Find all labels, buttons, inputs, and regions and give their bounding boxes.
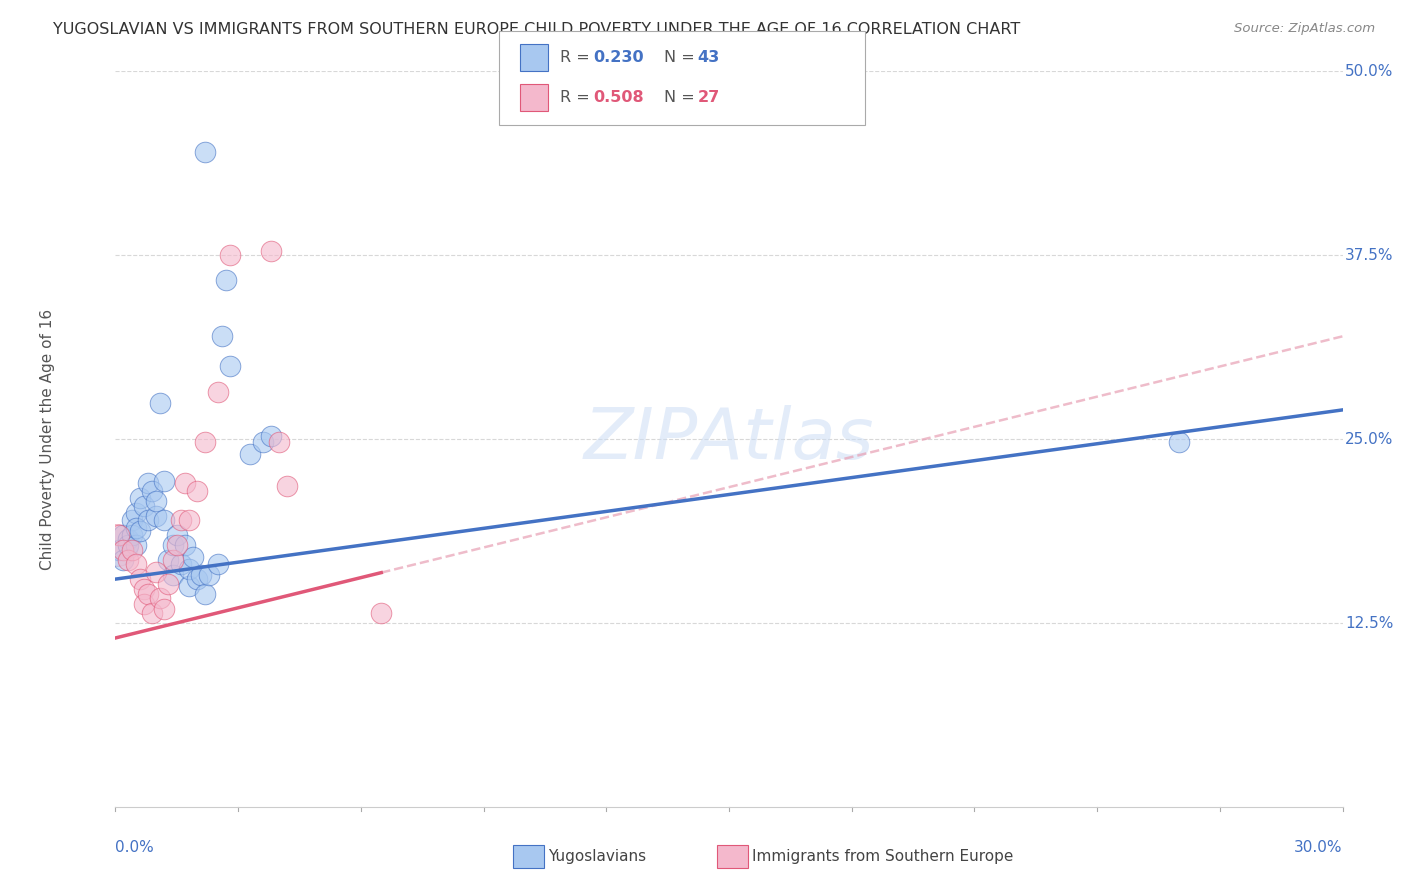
Point	[132, 582, 155, 597]
Point	[132, 499, 155, 513]
Point	[117, 533, 139, 547]
Point	[153, 474, 176, 488]
Point	[177, 562, 200, 576]
Text: 0.0%: 0.0%	[115, 840, 155, 855]
Point	[166, 528, 188, 542]
Point	[149, 591, 172, 606]
Point	[215, 273, 238, 287]
Point	[260, 429, 283, 443]
Text: N =: N =	[664, 90, 700, 105]
Point	[108, 542, 131, 557]
Point	[125, 506, 148, 520]
Point	[181, 549, 204, 565]
Point	[198, 567, 221, 582]
Point	[162, 553, 184, 567]
Text: 0.230: 0.230	[593, 50, 644, 65]
Point	[166, 538, 188, 552]
Point	[108, 528, 131, 542]
Point	[207, 558, 229, 572]
Text: N =: N =	[664, 50, 700, 65]
Text: R =: R =	[560, 50, 595, 65]
Point	[125, 538, 148, 552]
Text: 0.508: 0.508	[593, 90, 644, 105]
Text: 30.0%: 30.0%	[1295, 840, 1343, 855]
Text: Immigrants from Southern Europe: Immigrants from Southern Europe	[752, 849, 1014, 863]
Point	[128, 524, 150, 538]
Point	[370, 606, 392, 620]
Point	[112, 528, 135, 542]
Point	[141, 606, 163, 620]
Point	[157, 576, 180, 591]
Point	[128, 572, 150, 586]
Point	[1168, 435, 1191, 450]
Point	[162, 538, 184, 552]
Point	[186, 483, 208, 498]
Text: Child Poverty Under the Age of 16: Child Poverty Under the Age of 16	[41, 309, 55, 570]
Text: Source: ZipAtlas.com: Source: ZipAtlas.com	[1234, 22, 1375, 36]
Point	[136, 513, 159, 527]
Point	[177, 580, 200, 594]
Point	[173, 476, 195, 491]
Text: 27: 27	[697, 90, 720, 105]
Point	[153, 601, 176, 615]
Point	[218, 359, 240, 373]
Point	[145, 494, 167, 508]
Point	[136, 476, 159, 491]
Point	[260, 244, 283, 258]
Point	[105, 538, 128, 552]
Point	[173, 538, 195, 552]
Point	[170, 558, 193, 572]
Point	[186, 572, 208, 586]
Point	[121, 542, 143, 557]
Point	[162, 567, 184, 582]
Point	[121, 513, 143, 527]
Point	[132, 597, 155, 611]
Point	[112, 542, 135, 557]
Point	[145, 565, 167, 579]
Point	[207, 385, 229, 400]
Text: Yugoslavians: Yugoslavians	[548, 849, 647, 863]
Point	[218, 248, 240, 262]
Point	[117, 538, 139, 552]
Point	[149, 395, 172, 409]
Point	[170, 513, 193, 527]
Point	[211, 329, 233, 343]
Point	[145, 508, 167, 523]
Point	[239, 447, 262, 461]
Point	[128, 491, 150, 505]
Point	[194, 587, 217, 601]
Point	[117, 553, 139, 567]
Text: 25.0%: 25.0%	[1346, 432, 1393, 447]
Text: 12.5%: 12.5%	[1346, 615, 1393, 631]
Text: 43: 43	[697, 50, 720, 65]
Point	[177, 513, 200, 527]
Point	[194, 435, 217, 450]
Text: R =: R =	[560, 90, 595, 105]
Text: 50.0%: 50.0%	[1346, 64, 1393, 78]
Point	[153, 513, 176, 527]
Point	[136, 587, 159, 601]
Point	[190, 567, 212, 582]
Point	[141, 483, 163, 498]
Point	[125, 521, 148, 535]
Point	[276, 479, 298, 493]
Point	[267, 435, 290, 450]
Point	[157, 553, 180, 567]
Point	[252, 435, 274, 450]
Text: 37.5%: 37.5%	[1346, 248, 1393, 263]
Point	[125, 558, 148, 572]
Point	[194, 145, 217, 160]
Point	[121, 528, 143, 542]
Text: YUGOSLAVIAN VS IMMIGRANTS FROM SOUTHERN EUROPE CHILD POVERTY UNDER THE AGE OF 16: YUGOSLAVIAN VS IMMIGRANTS FROM SOUTHERN …	[53, 22, 1021, 37]
Text: ZIPAtlas: ZIPAtlas	[583, 405, 875, 474]
Point	[112, 553, 135, 567]
